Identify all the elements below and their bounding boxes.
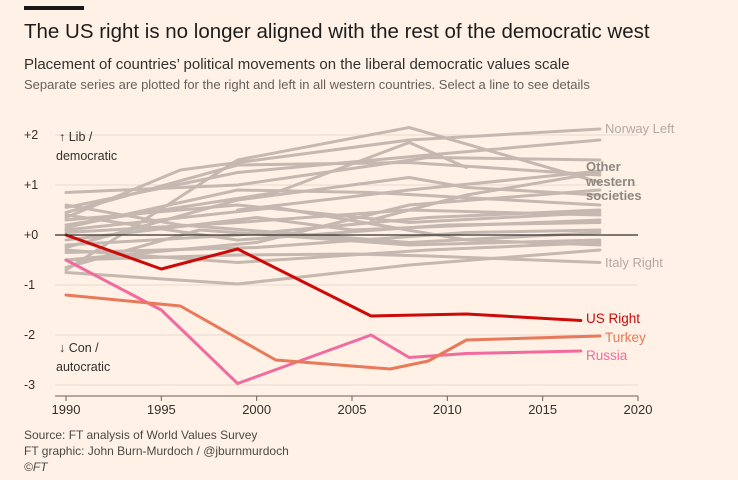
x-tick-label: 1990: [52, 402, 81, 417]
y-tick-label: +1: [24, 178, 38, 192]
copyright: ©FT: [24, 460, 48, 474]
y-tick-label: +2: [24, 128, 38, 142]
y-direction-top-label: ↑ Lib /: [59, 130, 93, 144]
series-line-us-right[interactable]: [64, 233, 583, 322]
y-direction-bottom-label-2: autocratic: [56, 360, 110, 374]
highlighted-series-lines[interactable]: [64, 233, 602, 385]
x-tick-label: 2000: [242, 402, 271, 417]
x-tick-label: 2020: [624, 402, 653, 417]
label-turkey[interactable]: Turkey: [605, 330, 646, 345]
series-line-other[interactable]: [64, 126, 602, 272]
series-line-turkey[interactable]: [64, 293, 602, 371]
series-line-other[interactable]: [64, 176, 602, 249]
label-norway-left[interactable]: Norway Left: [605, 121, 675, 136]
series-line-other[interactable]: [64, 161, 602, 214]
ft-brand-bar: [24, 6, 84, 10]
series-line-other[interactable]: [64, 127, 602, 219]
y-tick-label: -3: [24, 378, 35, 392]
label-other-line3: societies: [586, 188, 642, 203]
series-line-other[interactable]: [64, 213, 602, 242]
x-tick-label: 2005: [338, 402, 367, 417]
series-line-other[interactable]: [64, 141, 468, 227]
series-line-other[interactable]: [369, 171, 602, 222]
series-line-other[interactable]: [64, 228, 602, 269]
y-tick-label: +0: [24, 228, 38, 242]
label-us-right[interactable]: US Right: [586, 311, 640, 326]
chart-subtitle: Placement of countries’ political moveme…: [24, 56, 570, 73]
y-tick-label: -1: [24, 278, 35, 292]
other-series-lines[interactable]: [64, 126, 602, 286]
label-italy-right[interactable]: Italy Right: [605, 255, 663, 270]
label-russia[interactable]: Russia: [586, 348, 628, 363]
x-tick-label: 1995: [147, 402, 176, 417]
series-line-russia[interactable]: [64, 258, 583, 385]
series-line-other[interactable]: [64, 203, 602, 244]
y-direction-top-label-2: democratic: [56, 149, 117, 163]
y-axis-ticks: +2 +1 +0 -1 -2 -3: [24, 128, 38, 392]
grid-lines: [55, 134, 638, 386]
chart-instructions: Separate series are plotted for the righ…: [24, 77, 590, 92]
graphic-credit: FT graphic: John Burn-Murdoch / @jburnmu…: [24, 444, 289, 458]
series-line-other[interactable]: [64, 248, 602, 286]
chart-title: The US right is no longer aligned with t…: [24, 20, 650, 43]
series-line-other[interactable]: [64, 241, 602, 264]
source-note: Source: FT analysis of World Values Surv…: [24, 428, 258, 442]
series-line-other[interactable]: [236, 169, 602, 212]
series-line-other[interactable]: [64, 203, 602, 224]
x-axis-ticks: 1990 1995 2000 2005 2010 2015 2020: [52, 395, 653, 417]
y-direction-bottom-label: ↓ Con /: [59, 341, 99, 355]
y-tick-label: -2: [24, 328, 35, 342]
x-tick-label: 2015: [528, 402, 557, 417]
x-tick-label: 2010: [433, 402, 462, 417]
series-line-other[interactable]: [64, 208, 602, 247]
label-other-line2: western: [585, 174, 635, 189]
label-other-line1: Other: [586, 159, 621, 174]
